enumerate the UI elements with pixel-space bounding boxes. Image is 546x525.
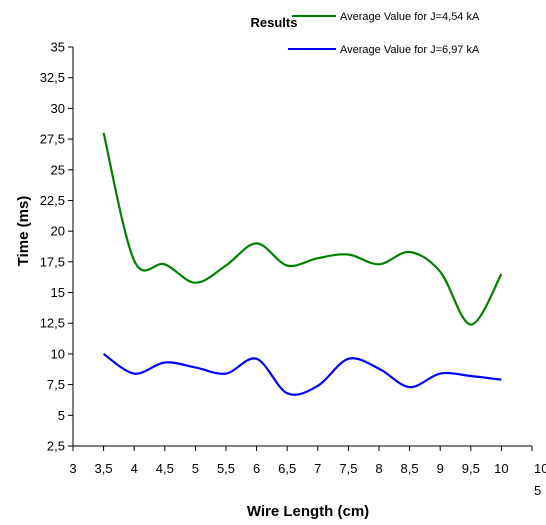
y-tick-label: 2,5 (47, 439, 65, 454)
x-tick-label: 4 (131, 461, 138, 476)
x-tick-label: 6 (253, 461, 260, 476)
x-tick-label: 3,5 (95, 461, 113, 476)
y-tick-label: 7,5 (47, 377, 65, 392)
series-layer (102, 132, 503, 396)
legend-label-series-1: Average Value for J=4,54 kA (340, 11, 480, 23)
y-tick-label: 17,5 (40, 254, 65, 269)
x-axis-ticks: 3 3,5 4 4,5 5 5,5 6 6,5 7 7,5 8 8,5 9 9,5 10 10, 5 (69, 446, 546, 498)
x-tick-label: 8 (375, 461, 382, 476)
x-tick-label: 7,5 (339, 461, 357, 476)
x-tick-label-continuation: 5 (534, 483, 541, 498)
y-tick-label: 20 (51, 224, 65, 239)
chart-title: Results (251, 15, 298, 30)
y-tick-label: 32,5 (40, 70, 65, 85)
y-axis-title: Time (ms) (15, 196, 32, 267)
axes (72, 47, 532, 447)
y-tick-label: 30 (51, 101, 65, 116)
y-tick-label: 35 (51, 40, 65, 55)
x-axis-title: Wire Length (cm) (247, 503, 369, 520)
y-tick-label: 12,5 (40, 316, 65, 331)
x-tick-label: 10 (494, 461, 508, 476)
y-tick-label: 10 (51, 346, 65, 361)
x-tick-label: 4,5 (156, 461, 174, 476)
x-tick-label: 6,5 (278, 461, 296, 476)
x-tick-label: 5 (192, 461, 199, 476)
x-tick-label: 9 (437, 461, 444, 476)
y-tick-label: 27,5 (40, 132, 65, 147)
legend: Average Value for J=4,54 kA Average Valu… (288, 11, 480, 56)
x-tick-label: 5,5 (217, 461, 235, 476)
x-tick-label: 9,5 (462, 461, 480, 476)
x-tick-label: 10, (534, 461, 546, 476)
x-tick-label: 8,5 (401, 461, 419, 476)
x-tick-label: 7 (314, 461, 321, 476)
y-tick-label: 25 (51, 162, 65, 177)
series-line-2 (102, 352, 502, 396)
y-tick-label: 5 (58, 408, 65, 423)
legend-label-series-2: Average Value for J=6,97 kA (340, 44, 480, 56)
y-tick-label: 22,5 (40, 193, 65, 208)
y-axis-ticks: 2,5 5 7,5 10 12,5 15 17,5 20 22,5 25 27,5 30 32,5 35 (40, 40, 73, 454)
series-line-1 (102, 132, 503, 326)
y-tick-label: 15 (51, 285, 65, 300)
x-tick-label: 3 (69, 461, 76, 476)
